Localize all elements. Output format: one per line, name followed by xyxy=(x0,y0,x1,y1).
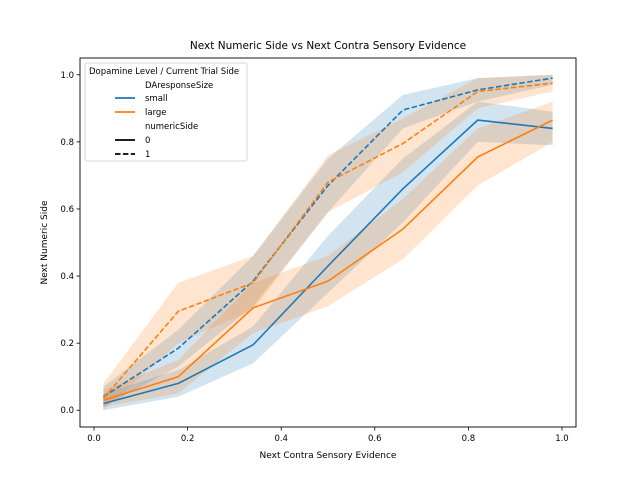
x-axis: 0.0 0.2 0.4 0.6 0.8 1.0 xyxy=(87,427,569,444)
x-axis-label: Next Contra Sensory Evidence xyxy=(260,451,397,461)
plot-frame xyxy=(79,57,577,428)
legend-label-large: large xyxy=(145,108,167,118)
confidence-bands xyxy=(103,74,553,411)
y-tick-label: 0.4 xyxy=(60,272,74,282)
ci-band-small-1 xyxy=(103,74,553,407)
x-tick-label: 0.4 xyxy=(274,434,288,444)
x-tick-label: 0.8 xyxy=(462,434,476,444)
legend-title: Dopamine Level / Current Trial Side xyxy=(89,67,239,77)
y-tick-label: 0.0 xyxy=(60,406,74,416)
y-tick-label: 1.0 xyxy=(60,71,74,81)
chart-title: Next Numeric Side vs Next Contra Sensory… xyxy=(190,40,466,52)
series-lines xyxy=(102,77,553,405)
y-tick-label: 0.8 xyxy=(60,138,74,148)
y-axis-label: Next Numeric Side xyxy=(40,200,50,285)
legend-style-title: numericSide xyxy=(145,122,198,132)
legend-hue-title: DAresponseSize xyxy=(145,81,213,91)
x-tick-label: 0.2 xyxy=(181,434,195,444)
ci-band-large-0 xyxy=(103,101,553,407)
y-tick-label: 0.2 xyxy=(60,339,74,349)
legend-label-1: 1 xyxy=(145,150,150,160)
legend-label-small: small xyxy=(145,94,168,104)
x-tick-label: 0.6 xyxy=(368,434,382,444)
x-tick-label: 1.0 xyxy=(555,434,569,444)
legend: Dopamine Level / Current Trial Side DAre… xyxy=(84,62,248,162)
y-tick-label: 0.6 xyxy=(60,205,74,215)
ci-band-small-0 xyxy=(103,101,553,411)
legend-label-0: 0 xyxy=(145,136,150,146)
y-axis: 0.0 0.2 0.4 0.6 0.8 1.0 xyxy=(60,71,80,416)
legend-box xyxy=(84,62,248,162)
x-tick-label: 0.0 xyxy=(87,434,101,444)
